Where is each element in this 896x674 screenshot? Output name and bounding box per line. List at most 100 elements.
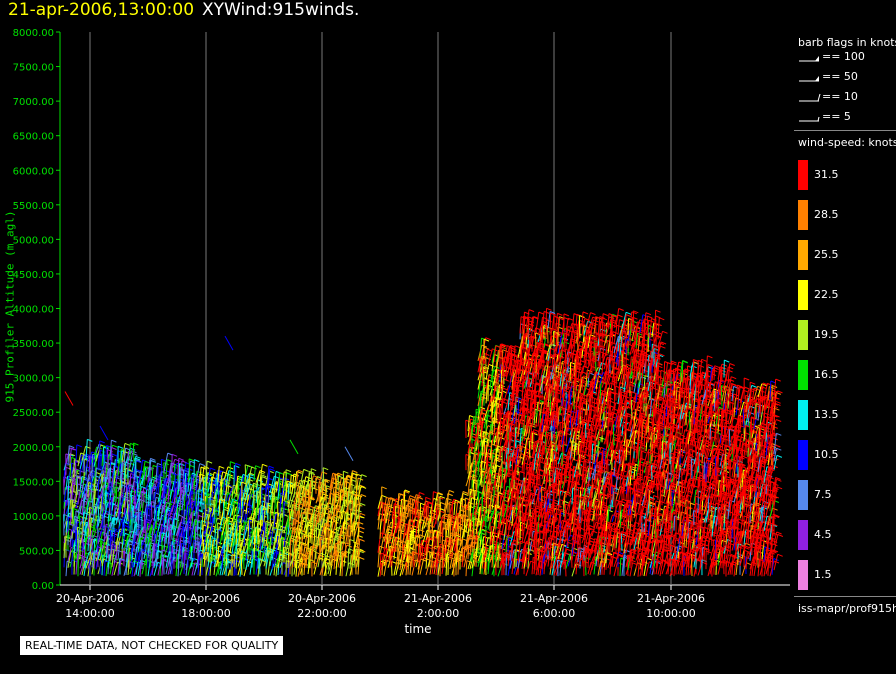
wind-barb (175, 522, 181, 537)
wind-barb (85, 500, 90, 521)
wind-barb (126, 490, 129, 506)
wind-barb (252, 483, 255, 504)
wind-barb (197, 489, 200, 506)
wind-barb (153, 506, 157, 521)
wind-barb (85, 557, 90, 569)
wind-barb (149, 548, 153, 568)
wind-barb (266, 523, 269, 544)
wind-barb (85, 497, 89, 513)
wind-barb (85, 454, 90, 468)
wind-barb (177, 468, 180, 489)
wind-barb-flag (483, 346, 490, 350)
wind-barb (507, 375, 513, 394)
wind-barb (411, 528, 414, 545)
wind-barb (179, 487, 183, 506)
wind-barb-flag (112, 527, 118, 531)
wind-barb-flag (381, 494, 387, 498)
wind-barb (287, 482, 290, 501)
x-tick-label: 20-Apr-2006 (172, 592, 240, 605)
wind-barb (205, 461, 208, 483)
wind-barb (500, 369, 503, 392)
wind-barb-flag (409, 495, 416, 499)
wind-barb-flag (127, 469, 133, 473)
wind-barb-flag (99, 440, 105, 444)
wind-barb (309, 528, 312, 544)
wind-barb-flag (226, 485, 233, 489)
wind-barb (415, 521, 418, 537)
wind-barb (153, 497, 157, 514)
wind-barb-flag (219, 465, 225, 469)
wind-barb (160, 459, 163, 476)
wind-barb-flag (234, 465, 240, 468)
wind-barb (67, 521, 70, 540)
wind-barb (157, 474, 160, 494)
wind-barb (187, 506, 190, 524)
wind-barb (476, 422, 479, 444)
wind-barb (129, 490, 133, 513)
wind-barb (203, 510, 207, 526)
wind-barb (397, 493, 400, 514)
y-tick-label: 6500.00 (13, 132, 54, 143)
wind-barb (141, 559, 147, 575)
wind-barb (227, 498, 234, 516)
wind-barb (175, 527, 180, 545)
chart-title: 21-apr-2006,13:00:00 XYWind:915winds. (8, 0, 359, 20)
wind-barb-flag (92, 534, 98, 538)
wind-barb (93, 551, 96, 569)
wind-barb (221, 482, 223, 503)
wind-barb (191, 546, 193, 568)
wind-barb (217, 484, 220, 503)
wind-barb (133, 489, 135, 504)
y-tick-label: 4500.00 (13, 270, 54, 281)
wind-barb (417, 543, 420, 563)
wind-barb (167, 516, 171, 532)
wind-barb (299, 532, 301, 550)
wind-barb (221, 519, 227, 536)
wind-barb (213, 469, 219, 485)
wind-barb (76, 527, 79, 544)
wind-barb-flag (321, 471, 328, 475)
wind-barb (202, 477, 205, 494)
wind-barb (197, 534, 202, 553)
wind-barb (132, 442, 135, 463)
wind-barb (159, 471, 162, 488)
wind-barb-flag (222, 471, 228, 475)
wind-barb (505, 437, 508, 454)
wind-barb (173, 487, 177, 505)
wind-barb (495, 480, 497, 496)
wind-barb (77, 452, 82, 467)
wind-barb (225, 470, 230, 487)
wind-barb (105, 562, 109, 577)
x-tick-label: 21-Apr-2006 (404, 592, 472, 605)
wind-barb (205, 534, 208, 552)
wind-barb (163, 453, 169, 473)
wind-barb (89, 553, 93, 566)
wind-barb (109, 440, 112, 461)
wind-barb-flag (343, 470, 349, 474)
wind-barb-flag (76, 444, 82, 448)
wind-barb-flag (286, 472, 292, 476)
wind-barb (195, 490, 198, 507)
wind-barb (75, 512, 80, 525)
wind-barb-flag (132, 452, 138, 456)
wind-barb-flag (360, 502, 366, 506)
wind-barb (75, 521, 78, 537)
wind-barb (115, 487, 118, 503)
wind-barb-flag (380, 532, 386, 536)
x-tick-label: 20-Apr-2006 (288, 592, 356, 605)
wind-barb (125, 530, 131, 545)
wind-barb (217, 561, 222, 575)
wind-barb (121, 516, 124, 537)
wind-barb (103, 469, 109, 489)
wind-barb (67, 550, 72, 568)
wind-barb-flag (133, 442, 139, 446)
wind-barb (99, 532, 103, 547)
x-tick-label: 14:00:00 (65, 607, 114, 620)
wind-barb (133, 528, 139, 546)
wind-barb (96, 519, 99, 537)
wind-barb-flag (440, 502, 446, 505)
wind-barb (91, 497, 95, 515)
wind-barb (165, 459, 168, 478)
wind-barb (133, 494, 137, 512)
wind-barb (209, 537, 213, 556)
